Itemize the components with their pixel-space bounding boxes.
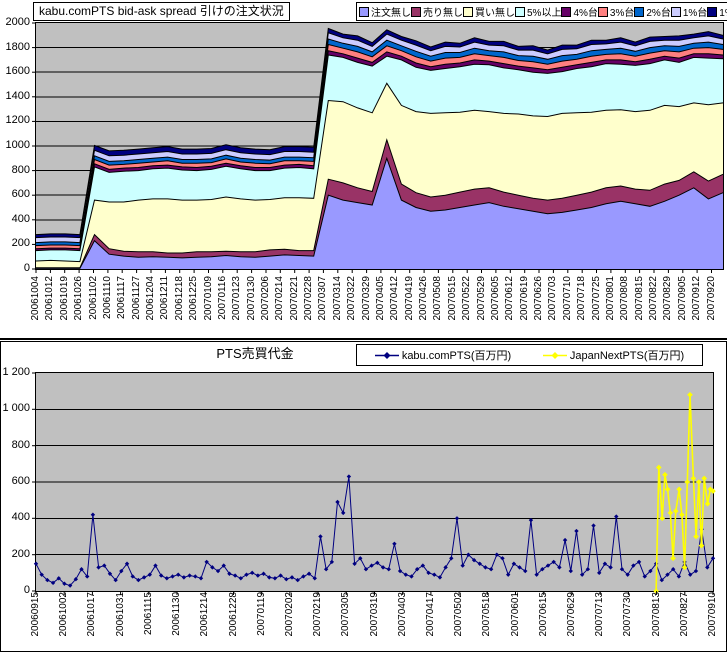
top-y-tick-label: 800 xyxy=(11,163,30,176)
bottom-legend-label: kabu.comPTS(百万円) xyxy=(401,350,512,362)
chart-divider xyxy=(0,338,727,340)
top-y-tick-label: 1200 xyxy=(5,114,30,127)
top-y-tick-label: 600 xyxy=(11,188,30,201)
bottom-y-tick-label: 800 xyxy=(11,438,30,451)
bottom-y-tick-label: 400 xyxy=(11,511,30,524)
legend-swatch-icon xyxy=(463,6,473,17)
legend-swatch-icon xyxy=(634,6,645,17)
top-legend-item: 4%台 xyxy=(561,4,598,19)
top-y-tick-label: 1600 xyxy=(5,65,30,78)
bottom-y-tick-label: 1 000 xyxy=(2,402,30,415)
bottom-y-tick-label: 1 200 xyxy=(2,366,30,378)
bottom-plot-area xyxy=(32,372,716,595)
bottom-y-tick-label: 0 xyxy=(23,584,30,596)
top-legend-item: 5%以上 xyxy=(515,4,561,19)
bottom-y-tick-label: 200 xyxy=(11,547,30,560)
top-chart-legend: 注文無し 売り無し 買い無し 5%以上 4%台 3%台 2%台 1%台 1%未満 xyxy=(356,2,727,21)
top-legend-item: 3%台 xyxy=(597,4,635,19)
top-y-tick-label: 400 xyxy=(11,212,30,225)
legend-swatch-icon xyxy=(670,6,681,17)
top-chart-title: kabu.comPTS bid-ask spread 引けの注文状況 xyxy=(33,2,290,21)
top-legend-label: 4%台 xyxy=(573,8,598,19)
top-legend-label: 5%以上 xyxy=(527,8,562,19)
legend-line-marker-icon xyxy=(374,351,399,359)
top-legend-item: 買い無し xyxy=(463,4,515,19)
bottom-chart-title: PTS売買代金 xyxy=(216,346,294,361)
top-legend-label: 3%台 xyxy=(609,8,635,19)
top-y-tick-label: 1400 xyxy=(5,89,30,102)
legend-line-marker-icon xyxy=(542,351,567,359)
top-legend-label: 売り無し xyxy=(423,8,463,19)
top-legend-item: 注文無し xyxy=(359,4,411,19)
bottom-legend-label: JapanNextPTS(百万円) xyxy=(569,350,685,362)
top-legend-label: 1%未満 xyxy=(719,8,727,19)
top-legend-label: 注文無し xyxy=(371,8,411,19)
legend-swatch-icon xyxy=(359,6,369,17)
top-y-tick-label: 2000 xyxy=(5,16,30,28)
top-legend-label: 2%台 xyxy=(646,8,671,19)
top-legend-item: 売り無し xyxy=(411,4,463,19)
top-plot-area xyxy=(32,22,724,273)
bottom-legend-item: kabu.comPTS(百万円) xyxy=(374,347,512,363)
top-legend-item: 1%未満 xyxy=(707,4,727,19)
top-y-tick-label: 1800 xyxy=(5,40,30,53)
legend-swatch-icon xyxy=(561,6,572,17)
legend-swatch-icon xyxy=(707,6,718,17)
top-y-tick-label: 1000 xyxy=(5,139,30,151)
legend-swatch-icon xyxy=(515,6,525,17)
bottom-y-tick-label: 600 xyxy=(11,475,30,487)
top-legend-label: 1%台 xyxy=(682,8,708,19)
top-legend-item: 2%台 xyxy=(634,4,671,19)
top-legend-label: 買い無し xyxy=(475,8,515,19)
top-y-tick-label: 0 xyxy=(23,262,30,274)
bottom-legend-item: JapanNextPTS(百万円) xyxy=(542,347,685,363)
bottom-chart-legend: kabu.comPTS(百万円) JapanNextPTS(百万円) xyxy=(356,344,703,366)
legend-swatch-icon xyxy=(597,6,608,17)
top-legend-item: 1%台 xyxy=(670,4,708,19)
top-y-tick-label: 200 xyxy=(11,237,30,250)
legend-swatch-icon xyxy=(411,6,421,17)
